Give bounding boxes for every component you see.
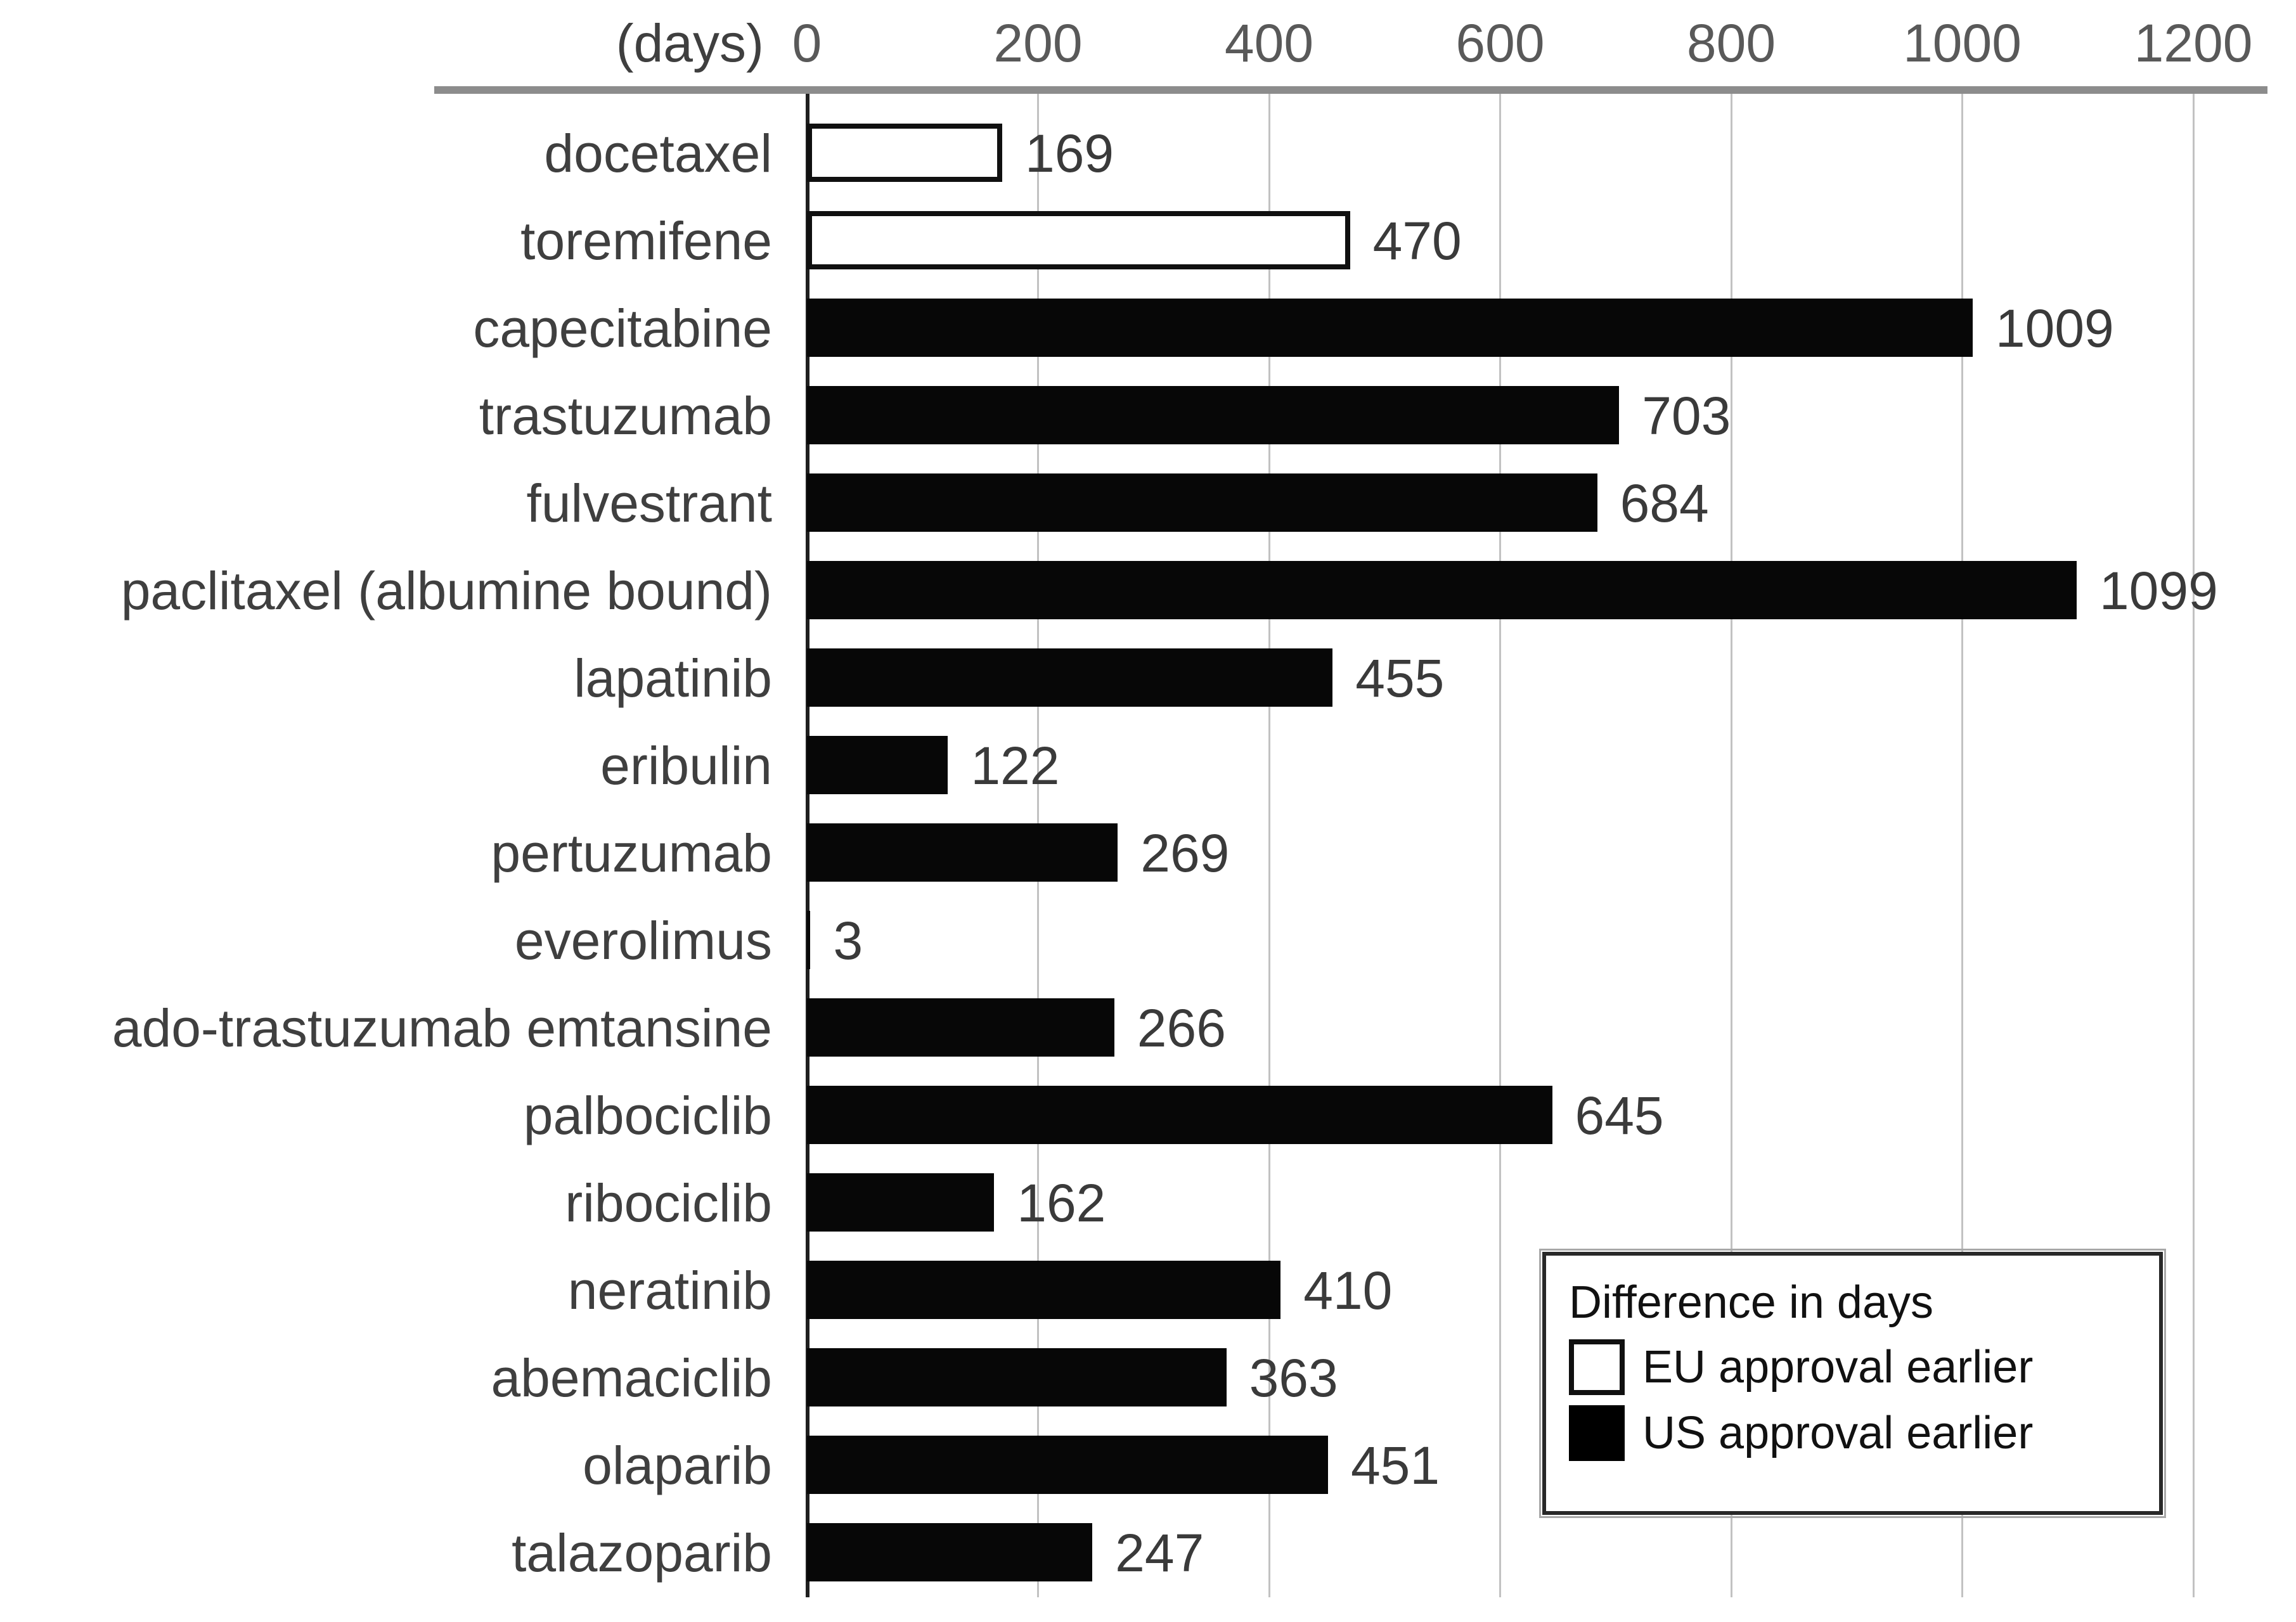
value-label: 455 (1355, 648, 1445, 708)
legend-entries: EU approval earlier US approval earlier (1569, 1334, 2136, 1466)
us-swatch-icon (1569, 1405, 1625, 1461)
bar-eu (807, 124, 1002, 182)
gridline (2192, 94, 2195, 1597)
value-label: 122 (971, 736, 1060, 795)
category-label: everolimus (514, 911, 772, 970)
category-label: talazoparib (512, 1523, 772, 1583)
value-label: 410 (1303, 1261, 1393, 1320)
category-label: neratinib (567, 1261, 772, 1320)
value-label: 451 (1350, 1436, 1440, 1495)
value-label: 470 (1372, 211, 1462, 271)
bar-us (807, 1348, 1227, 1406)
x-axis-unit-label: (days) (616, 13, 764, 73)
value-label: 3 (833, 911, 863, 970)
bar-us (807, 1523, 1093, 1581)
legend-title: Difference in days (1569, 1277, 1933, 1328)
value-label: 266 (1137, 998, 1226, 1058)
category-label: abemaciclib (491, 1348, 772, 1408)
category-label: lapatinib (574, 648, 772, 708)
x-tick-label: 0 (792, 13, 822, 73)
value-label: 645 (1575, 1086, 1664, 1145)
bar-us (807, 473, 1597, 532)
x-tick-label: 1200 (2134, 13, 2253, 73)
bar-us (807, 1173, 995, 1232)
bar-us (807, 1436, 1328, 1494)
gridline (1961, 94, 1963, 1597)
legend-entry-eu: EU approval earlier (1569, 1334, 2136, 1400)
value-label: 162 (1017, 1173, 1106, 1233)
bar-eu (807, 211, 1350, 269)
eu-swatch-icon (1569, 1339, 1625, 1395)
category-label: docetaxel (544, 124, 772, 183)
category-label: paclitaxel (albumine bound) (120, 561, 772, 621)
gridline (1730, 94, 1732, 1597)
legend-entry-label: EU approval earlier (1642, 1342, 2034, 1393)
bar-us (807, 299, 1973, 357)
category-label: trastuzumab (479, 386, 772, 446)
x-tick-label: 600 (1455, 13, 1545, 73)
bar-us (807, 1261, 1281, 1319)
value-label: 363 (1249, 1348, 1338, 1408)
value-label: 269 (1140, 823, 1230, 883)
x-tick-label: 1000 (1903, 13, 2022, 73)
bar-us (807, 386, 1620, 444)
category-label: pertuzumab (491, 823, 772, 883)
category-label: capecitabine (473, 299, 772, 358)
legend: Difference in days EU approval earlier US… (1539, 1249, 2166, 1518)
x-tick-label: 800 (1686, 13, 1776, 73)
x-axis-line (434, 86, 2267, 94)
category-label: toremifene (520, 211, 772, 271)
value-label: 1009 (1995, 299, 2114, 358)
category-label: fulvestrant (526, 473, 772, 533)
category-label: ado-trastuzumab emtansine (112, 998, 772, 1058)
gridline (1268, 94, 1270, 1597)
value-label: 703 (1642, 386, 1731, 446)
bar-us (807, 998, 1114, 1057)
value-label: 169 (1025, 124, 1114, 183)
bar-us (807, 648, 1333, 707)
bar-us (807, 823, 1118, 882)
category-label: olaparib (583, 1436, 772, 1495)
gridline (1499, 94, 1501, 1597)
x-tick-label: 200 (993, 13, 1083, 73)
category-label: ribociclib (565, 1173, 772, 1233)
x-tick-label: 400 (1224, 13, 1314, 73)
category-label: palbociclib (523, 1086, 772, 1145)
bar-us (807, 911, 811, 969)
legend-entry-us: US approval earlier (1569, 1400, 2136, 1466)
bar-us (807, 736, 948, 794)
bar-us (807, 1086, 1552, 1144)
value-label: 247 (1115, 1523, 1204, 1583)
value-label: 1099 (2099, 561, 2218, 621)
bar-us (807, 561, 2077, 619)
legend-entry-label: US approval earlier (1642, 1408, 2034, 1458)
value-label: 684 (1620, 473, 1709, 533)
category-label: eribulin (600, 736, 772, 795)
